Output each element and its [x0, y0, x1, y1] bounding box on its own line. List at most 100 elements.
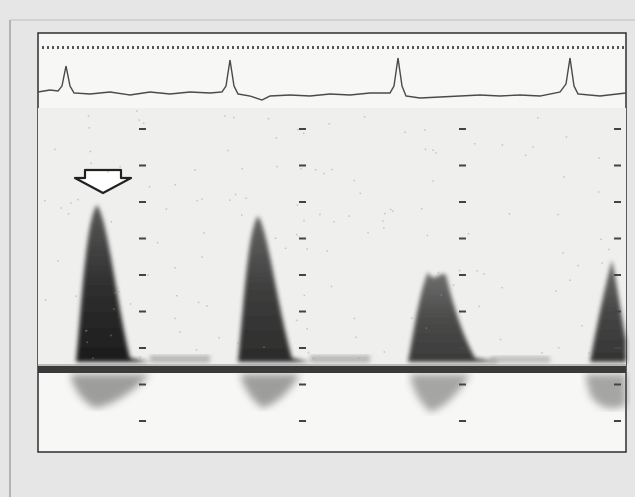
time-tick — [502, 46, 504, 49]
scale-dash — [139, 128, 146, 130]
noise-speck — [201, 256, 203, 258]
noise-speck — [390, 209, 392, 211]
scale-dash — [139, 238, 146, 240]
time-tick — [337, 46, 339, 49]
noise-speck — [557, 214, 559, 216]
noise-speck — [569, 279, 571, 281]
scale-dash — [139, 274, 146, 276]
scale-dash — [139, 201, 146, 203]
noise-speck — [174, 318, 176, 320]
noise-speck — [196, 349, 198, 351]
noise-speck — [299, 237, 301, 239]
time-tick — [522, 46, 524, 49]
time-tick — [42, 46, 44, 49]
noise-speck — [392, 210, 394, 212]
noise-speck — [602, 262, 604, 264]
time-tick — [272, 46, 274, 49]
noise-speck — [566, 136, 568, 138]
noise-speck — [118, 291, 120, 293]
noise-speck — [364, 116, 366, 118]
low-signal — [490, 356, 550, 363]
noise-speck — [306, 328, 308, 330]
time-tick — [442, 46, 444, 49]
time-tick — [142, 46, 144, 49]
scale-dash — [139, 347, 146, 349]
noise-speck — [176, 295, 178, 297]
time-tick — [427, 46, 429, 49]
time-tick — [607, 46, 609, 49]
noise-speck — [558, 347, 560, 349]
noise-speck — [198, 302, 200, 304]
noise-speck — [241, 214, 243, 216]
noise-speck — [331, 169, 333, 171]
time-tick — [262, 46, 264, 49]
time-tick — [542, 46, 544, 49]
time-tick — [387, 46, 389, 49]
noise-speck — [224, 115, 226, 117]
noise-speck — [206, 305, 208, 307]
scale-dash — [614, 384, 621, 386]
scale-dash — [299, 311, 306, 313]
noise-speck — [140, 356, 142, 358]
noise-speck — [296, 320, 298, 322]
noise-speck — [319, 214, 321, 216]
noise-speck — [296, 234, 298, 236]
scale-dash — [299, 384, 306, 386]
time-tick — [467, 46, 469, 49]
scale-dash — [614, 420, 621, 422]
noise-speck — [525, 155, 527, 157]
time-tick — [242, 46, 244, 49]
time-tick — [217, 46, 219, 49]
time-tick — [102, 46, 104, 49]
scale-dash — [459, 165, 466, 167]
noise-speck — [111, 221, 113, 223]
noise-speck — [501, 287, 503, 289]
time-tick — [612, 46, 614, 49]
time-tick — [452, 46, 454, 49]
noise-speck — [61, 207, 63, 209]
time-tick — [87, 46, 89, 49]
time-tick — [177, 46, 179, 49]
time-tick — [532, 46, 534, 49]
noise-speck — [149, 186, 151, 188]
noise-speck — [297, 129, 299, 131]
noise-speck — [500, 339, 502, 341]
noise-speck — [502, 144, 504, 146]
time-tick — [137, 46, 139, 49]
time-tick — [352, 46, 354, 49]
noise-speck — [90, 151, 92, 153]
time-tick — [112, 46, 114, 49]
noise-speck — [54, 149, 56, 151]
noise-speck — [608, 249, 610, 251]
scale-dash — [614, 347, 621, 349]
noise-speck — [468, 233, 470, 235]
noise-speck — [329, 123, 331, 125]
noise-speck — [577, 265, 579, 267]
scale-dash — [459, 384, 466, 386]
noise-speck — [179, 331, 181, 333]
time-tick — [602, 46, 604, 49]
time-tick — [367, 46, 369, 49]
noise-speck — [110, 335, 112, 337]
noise-speck — [441, 294, 443, 296]
time-tick — [232, 46, 234, 49]
noise-speck — [263, 346, 265, 348]
low-signal — [150, 355, 210, 363]
time-tick — [57, 46, 59, 49]
time-tick — [582, 46, 584, 49]
noise-speck — [474, 143, 476, 145]
noise-speck — [432, 149, 434, 151]
noise-speck — [326, 250, 328, 252]
scale-dash — [459, 347, 466, 349]
noise-speck — [57, 260, 59, 262]
time-tick — [252, 46, 254, 49]
noise-speck — [355, 337, 357, 339]
time-tick — [107, 46, 109, 49]
time-tick — [572, 46, 574, 49]
time-tick — [577, 46, 579, 49]
noise-speck — [476, 270, 478, 272]
time-tick — [417, 46, 419, 49]
noise-speck — [235, 194, 237, 196]
time-tick — [182, 46, 184, 49]
noise-speck — [241, 168, 243, 170]
